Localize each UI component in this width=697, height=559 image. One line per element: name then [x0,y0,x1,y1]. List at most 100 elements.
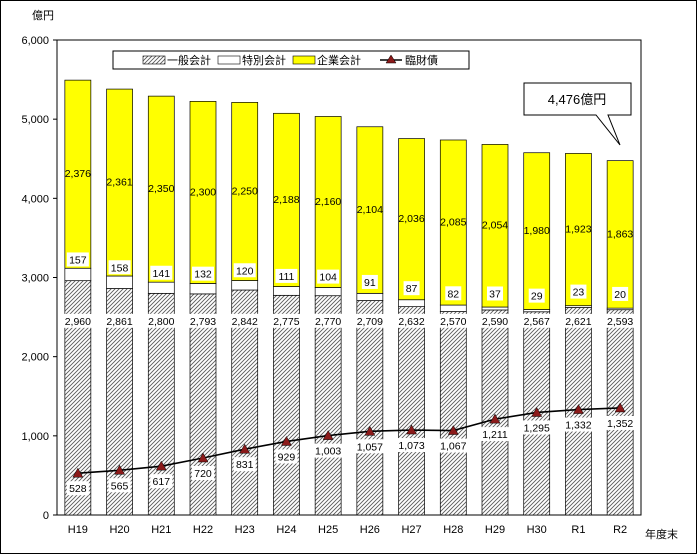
data-label-special: 20 [614,289,626,301]
bar-segment-general [314,295,342,516]
legend-label-general: 一般会計 [167,53,211,67]
data-label-general: 2,590 [482,316,508,328]
data-label-bg [317,269,340,284]
x-tick-label: R1 [571,524,585,536]
bar-segment-special [314,287,342,297]
bar-segment-general [398,306,425,516]
data-label-special: 82 [447,288,459,300]
data-label-rinzaisai: 720 [194,468,212,480]
x-axis: H19 H20 H21 H22 H23 H24 H25 H26 H27 H28 H29 H30 R1 R2 [68,524,627,536]
bar-segment-special [189,283,217,295]
x-tick-label: H25 [318,524,338,536]
rinzaisai-line [77,407,621,474]
y-axis-unit-label: 億円 [32,9,54,22]
data-label-special: 87 [406,283,418,295]
data-label-bg [108,260,131,275]
data-label-enterprise: 2,188 [273,194,299,206]
bar-segment-enterprise [189,101,217,284]
data-label-enterprise: 2,361 [106,177,132,189]
data-label-enterprise: 2,250 [232,185,258,197]
data-label-bg [436,438,471,453]
data-label-rinzaisai: 565 [111,480,129,492]
data-label-bg [603,313,638,328]
data-label-general: 2,775 [273,316,299,328]
data-label-bg [519,420,554,435]
legend-swatch-special [217,55,241,65]
rinzaisai-marker [447,425,459,435]
data-label-bg [436,313,471,328]
x-tick-label: H24 [276,524,296,536]
data-label-enterprise: 2,104 [357,204,383,216]
rinzaisai-marker [531,406,543,417]
bar-segment-special [398,299,425,307]
data-label-bg [561,417,596,432]
data-label-bg [478,313,512,328]
data-label-bg [66,252,89,267]
data-label-bg [66,481,89,496]
x-tick-label: H19 [68,524,88,536]
callout-box [523,82,632,146]
legend-label-rinzaisai: 臨財債 [405,53,438,67]
data-label-bg [108,478,131,493]
bar-segment-enterprise [106,88,133,277]
data-label-rinzaisai: 1,352 [607,418,633,430]
data-label-bg [60,313,95,328]
bar-segment-special [481,306,509,311]
data-label-rinzaisai: 1,057 [357,441,383,453]
data-label-bg [561,313,596,328]
bar-segment-special [147,281,175,294]
bar-segment-special [439,304,467,312]
data-label-bg [603,415,638,430]
data-label-special: 37 [489,288,501,300]
legend-triangle-marker [385,54,397,64]
bar-segment-enterprise [439,139,467,306]
bar-segment-special [64,267,92,282]
data-label-enterprise: 2,160 [315,196,341,208]
data-label-enterprise: 1,923 [565,224,591,236]
bar-segment-enterprise [314,116,342,288]
data-label-general: 2,842 [232,316,258,328]
data-label-general: 2,793 [190,316,216,328]
data-label-rinzaisai: 1,295 [524,422,550,434]
y-tick-label: 0 [43,510,49,522]
data-label-general: 2,621 [565,316,591,328]
data-label-bg [233,263,256,278]
data-label-bg [192,266,214,281]
x-tick-label: H20 [109,524,129,536]
bar-segment-enterprise [565,153,592,307]
bar-segment-enterprise [523,152,551,310]
data-label-enterprise: 1,863 [607,228,633,240]
data-label-rinzaisai: 929 [278,451,296,463]
data-label-special: 120 [236,265,254,277]
data-label-rinzaisai: 831 [236,459,254,471]
bar-segment-special [356,292,384,301]
data-label-rinzaisai: 617 [153,476,171,488]
data-label-general: 2,960 [65,316,91,328]
y-axis: 0 1,000 2,000 3,000 4,000 5,000 6,000 [21,35,57,522]
data-label-bg [352,439,387,454]
bar-segment-general [606,309,634,516]
y-tick-label: 6,000 [21,35,49,47]
data-label-special: 157 [69,254,87,266]
data-label-general: 2,632 [398,316,424,328]
legend-item-special: 特別会計 [217,53,286,67]
data-label-enterprise: 2,036 [398,213,424,225]
data-label-bg [269,313,304,328]
data-label-general: 2,709 [357,316,383,328]
data-label-general: 2,800 [148,316,174,328]
bar-segment-general [481,309,509,516]
x-tick-label: H22 [193,524,213,536]
legend-swatch-general [142,55,166,65]
legend: 一般会計 特別会計 企業会計 臨財債 [112,50,470,70]
data-label-bg [361,274,378,289]
data-label-special: 111 [278,271,294,283]
rinzaisai-marker [614,402,626,413]
x-tick-label: H29 [485,524,505,536]
bar-segment-special [106,275,133,289]
data-label-rinzaisai: 1,067 [440,441,466,453]
rinzaisai-marker [364,425,376,436]
data-label-bg [311,443,346,458]
rinzaisai-marker [281,435,292,446]
